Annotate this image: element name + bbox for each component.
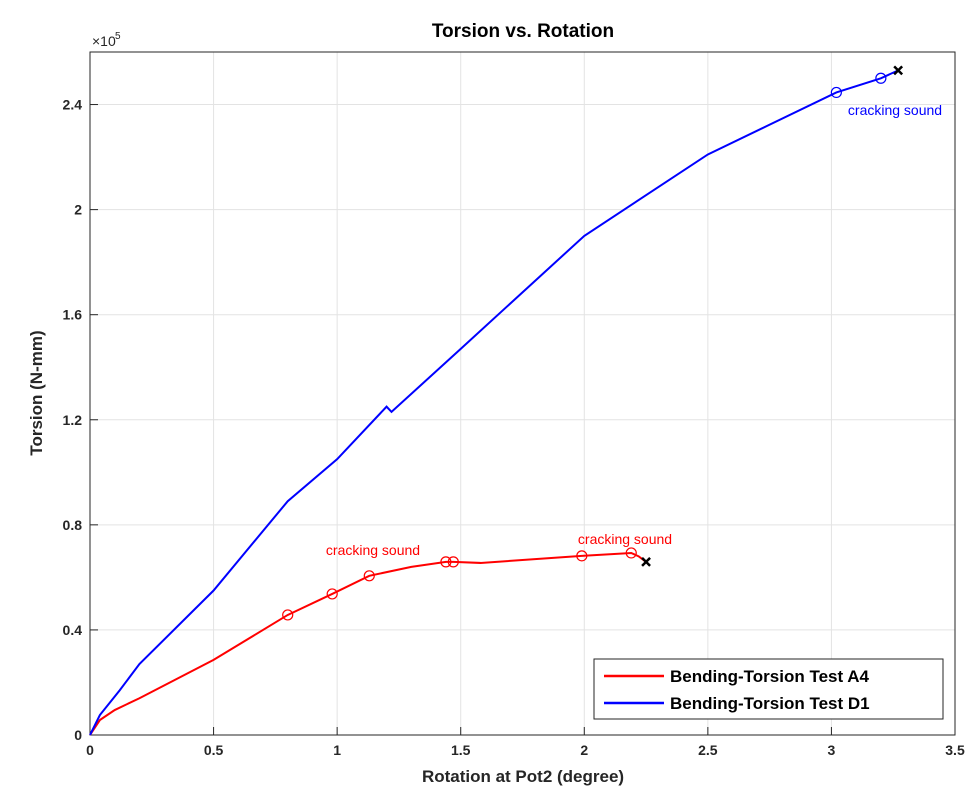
data-marker (875, 72, 887, 84)
y-tick-label: 1.6 (63, 307, 83, 323)
end-marker (893, 65, 904, 76)
annotation: cracking sound (326, 542, 420, 558)
legend-label: Bending-Torsion Test D1 (670, 694, 870, 713)
y-tick-label: 0 (74, 727, 82, 743)
data-marker (625, 547, 637, 559)
axes-box (89, 51, 956, 736)
data-marker (576, 550, 588, 562)
x-tick-label: 3.5 (945, 742, 965, 758)
data-marker (282, 609, 294, 621)
x-tick-label: 0 (86, 742, 94, 758)
plot-area (90, 52, 955, 735)
y-tick-label: 2 (74, 202, 82, 218)
x-tick-label: 2 (580, 742, 588, 758)
annotation: cracking sound (578, 531, 672, 547)
legend-label: Bending-Torsion Test A4 (670, 667, 870, 686)
x-axis-label: Rotation at Pot2 (degree) (422, 767, 624, 786)
x-tick-label: 1 (333, 742, 341, 758)
y-multiplier: ×10 (92, 33, 116, 49)
y-tick-label: 2.4 (63, 97, 83, 113)
y-tick-label: 0.8 (63, 517, 83, 533)
chart-title: Torsion vs. Rotation (432, 21, 614, 42)
legend-box (593, 658, 944, 720)
y-tick-label: 1.2 (63, 412, 83, 428)
data-line (89, 69, 899, 736)
data-marker (363, 570, 375, 582)
end-marker (641, 557, 651, 567)
x-tick-label: 2.5 (698, 742, 718, 758)
data-line (89, 551, 647, 736)
data-marker (447, 556, 459, 568)
data-marker (440, 556, 452, 568)
legend: Bending-Torsion Test A4 Bending-Torsion T… (593, 658, 944, 720)
data-marker (326, 588, 338, 600)
y-tick-label: 0.4 (63, 622, 83, 638)
x-tick-label: 1.5 (451, 742, 471, 758)
x-tick-label: 3 (828, 742, 836, 758)
x-tick-label: 0.5 (204, 742, 224, 758)
annotation: cracking sound (848, 102, 942, 118)
y-axis-label: Torsion (N-mm) (27, 330, 46, 455)
data-marker (830, 86, 842, 99)
y-multiplier-exponent: 5 (115, 31, 121, 42)
